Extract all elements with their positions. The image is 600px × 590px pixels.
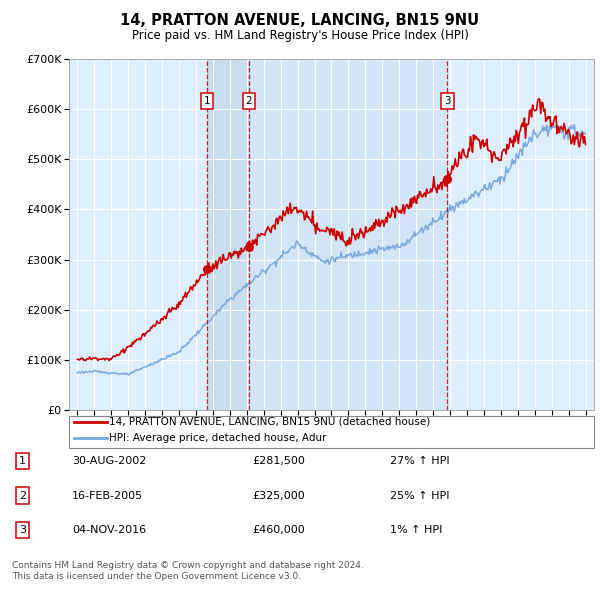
Text: HPI: Average price, detached house, Adur: HPI: Average price, detached house, Adur bbox=[109, 433, 327, 443]
Text: £325,000: £325,000 bbox=[252, 491, 305, 500]
Text: Price paid vs. HM Land Registry's House Price Index (HPI): Price paid vs. HM Land Registry's House … bbox=[131, 29, 469, 42]
Text: £281,500: £281,500 bbox=[252, 457, 305, 466]
Text: 2: 2 bbox=[19, 491, 26, 500]
Text: 04-NOV-2016: 04-NOV-2016 bbox=[72, 525, 146, 535]
Text: 2: 2 bbox=[245, 96, 252, 106]
Text: 30-AUG-2002: 30-AUG-2002 bbox=[72, 457, 146, 466]
Bar bbox=[249, 59, 448, 410]
Text: 16-FEB-2005: 16-FEB-2005 bbox=[72, 491, 143, 500]
Text: Contains HM Land Registry data © Crown copyright and database right 2024.: Contains HM Land Registry data © Crown c… bbox=[12, 560, 364, 569]
Bar bbox=[207, 59, 249, 410]
Text: £460,000: £460,000 bbox=[252, 525, 305, 535]
Text: 3: 3 bbox=[444, 96, 451, 106]
Text: 27% ↑ HPI: 27% ↑ HPI bbox=[390, 457, 449, 466]
Text: 3: 3 bbox=[19, 525, 26, 535]
Text: 25% ↑ HPI: 25% ↑ HPI bbox=[390, 491, 449, 500]
Text: 1% ↑ HPI: 1% ↑ HPI bbox=[390, 525, 442, 535]
Text: 14, PRATTON AVENUE, LANCING, BN15 9NU (detached house): 14, PRATTON AVENUE, LANCING, BN15 9NU (d… bbox=[109, 417, 430, 427]
Text: 1: 1 bbox=[19, 457, 26, 466]
Text: 1: 1 bbox=[204, 96, 211, 106]
Text: 14, PRATTON AVENUE, LANCING, BN15 9NU: 14, PRATTON AVENUE, LANCING, BN15 9NU bbox=[121, 13, 479, 28]
Text: This data is licensed under the Open Government Licence v3.0.: This data is licensed under the Open Gov… bbox=[12, 572, 301, 581]
